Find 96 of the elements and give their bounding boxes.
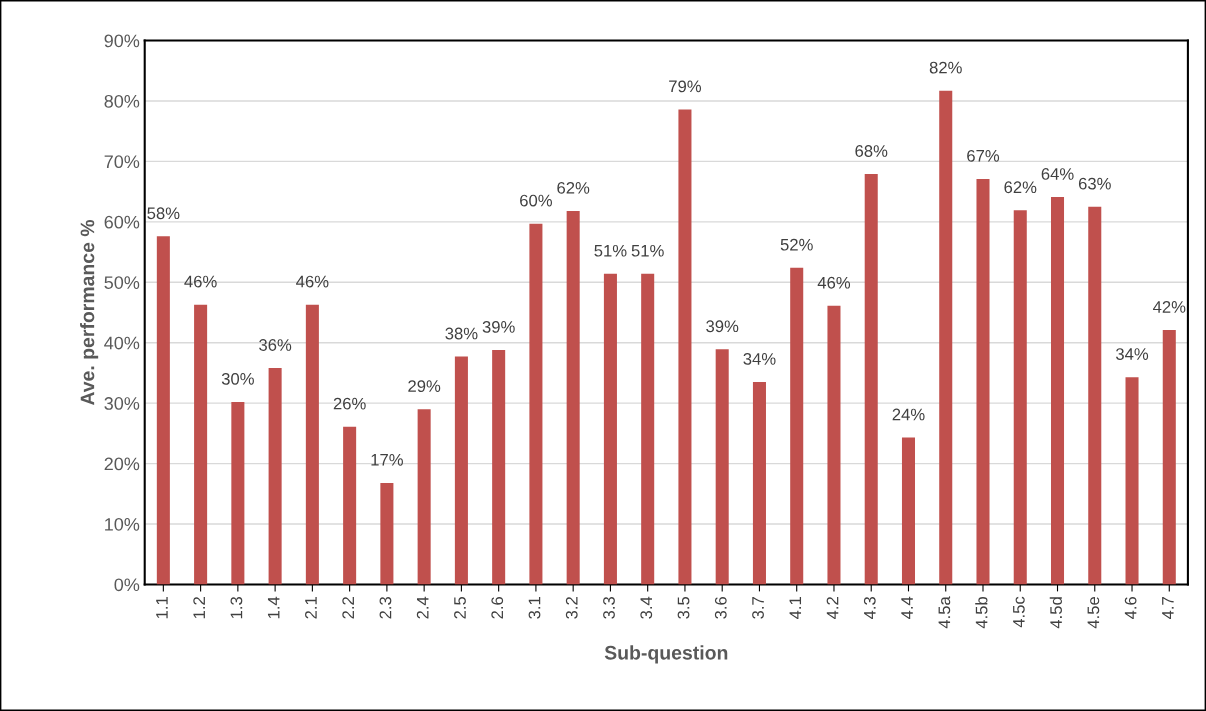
bar: [417, 409, 431, 585]
bar: [678, 109, 692, 585]
bar: [1125, 377, 1139, 585]
y-tick-label: 30%: [104, 397, 140, 410]
bar: [1162, 330, 1176, 585]
x-tick-label: 2.6: [491, 596, 504, 619]
bar: [1088, 206, 1102, 585]
x-tick-label: 2.4: [416, 596, 429, 619]
x-tick-label: 4.5b: [975, 596, 988, 629]
bar: [641, 273, 655, 585]
data-label: 29%: [408, 380, 441, 392]
y-axis-title: Ave. performance %: [80, 219, 99, 406]
bar: [380, 482, 394, 585]
data-label: 42%: [1152, 301, 1186, 313]
bar: [827, 305, 841, 585]
x-tick-label: 4.2: [826, 597, 839, 620]
x-tick-label: 4.6: [1124, 596, 1137, 620]
x-tick-label: 1.3: [230, 596, 243, 619]
x-tick-label: 4.5c: [1013, 596, 1025, 628]
x-axis-title: Sub-question: [604, 645, 728, 664]
x-tick-label: 3.2: [565, 597, 578, 619]
x-tick-label: 3.5: [677, 596, 690, 619]
x-tick-label: 3.1: [528, 597, 541, 619]
bar: [790, 267, 804, 585]
x-tick-label: 3.3: [603, 596, 615, 619]
data-label: 46%: [817, 276, 851, 289]
data-label: 52%: [780, 238, 813, 251]
y-tick-label: 10%: [105, 517, 140, 531]
data-label: 26%: [333, 397, 366, 410]
x-tick-label: 3.6: [714, 596, 727, 619]
data-label: 46%: [296, 275, 329, 288]
data-label: 39%: [706, 320, 739, 333]
x-tick-label: 3.7: [752, 597, 764, 619]
bar: [305, 304, 319, 585]
bar: [864, 174, 878, 585]
y-tick-label: 60%: [104, 215, 140, 229]
bar: [454, 356, 468, 585]
x-tick-label: 2.1: [305, 597, 317, 619]
data-label: 30%: [221, 372, 254, 385]
data-label: 63%: [1078, 177, 1111, 190]
data-label: 39%: [482, 320, 515, 333]
y-tick-label: 0%: [114, 578, 140, 592]
bar: [268, 368, 282, 585]
data-label: 62%: [557, 181, 590, 194]
data-label: 60%: [520, 194, 552, 207]
data-label: 36%: [259, 339, 292, 351]
data-label: 51%: [631, 244, 664, 257]
bar: [976, 178, 990, 585]
x-tick-label: 1.1: [156, 597, 168, 619]
bar: [156, 236, 170, 585]
bar: [901, 437, 915, 585]
x-tick-label: 4.5a: [938, 596, 951, 629]
data-label: 67%: [967, 149, 1000, 162]
x-tick-label: 4.5e: [1087, 596, 1100, 629]
bar: [715, 349, 729, 585]
bar: [752, 381, 766, 585]
x-tick-label: 1.2: [193, 597, 205, 619]
data-label: 58%: [147, 207, 180, 220]
bar: [194, 304, 208, 585]
data-label: 64%: [1041, 168, 1074, 180]
y-tick-label: 40%: [104, 336, 140, 350]
data-label: 62%: [1004, 181, 1037, 194]
bar: [566, 210, 580, 585]
x-tick-label: 3.4: [640, 596, 653, 619]
bar: [1013, 210, 1027, 585]
bar: [1050, 197, 1065, 585]
bar: [939, 90, 953, 585]
y-tick-label: 80%: [104, 94, 140, 108]
data-label: 79%: [669, 80, 702, 93]
x-tick-label: 4.5d: [1049, 597, 1062, 629]
y-tick-label: 20%: [104, 457, 140, 471]
bar: [529, 223, 543, 585]
bar: [343, 426, 357, 585]
x-tick-label: 2.3: [379, 596, 392, 619]
bar: [492, 349, 506, 585]
data-label: 24%: [892, 408, 925, 421]
data-label: 17%: [371, 454, 403, 466]
x-tick-label: 2.5: [454, 596, 466, 619]
data-label: 34%: [743, 353, 776, 365]
data-label: 51%: [594, 244, 627, 257]
data-label: 68%: [855, 145, 888, 157]
x-tick-label: 1.4: [267, 596, 280, 619]
data-label: 82%: [929, 61, 962, 74]
x-tick-label: 4.1: [789, 597, 802, 620]
x-tick-label: 4.3: [863, 596, 876, 620]
bar: [603, 273, 617, 585]
y-tick-label: 90%: [104, 34, 140, 48]
data-label: 38%: [445, 327, 478, 340]
y-tick-label: 50%: [104, 276, 140, 289]
x-tick-label: 4.7: [1162, 597, 1174, 620]
y-tick-label: 70%: [104, 155, 140, 169]
bar: [231, 401, 245, 585]
x-tick-label: 4.4: [901, 596, 913, 620]
x-tick-label: 2.2: [342, 597, 354, 619]
data-label: 46%: [184, 275, 217, 288]
data-label: 34%: [1115, 348, 1149, 360]
